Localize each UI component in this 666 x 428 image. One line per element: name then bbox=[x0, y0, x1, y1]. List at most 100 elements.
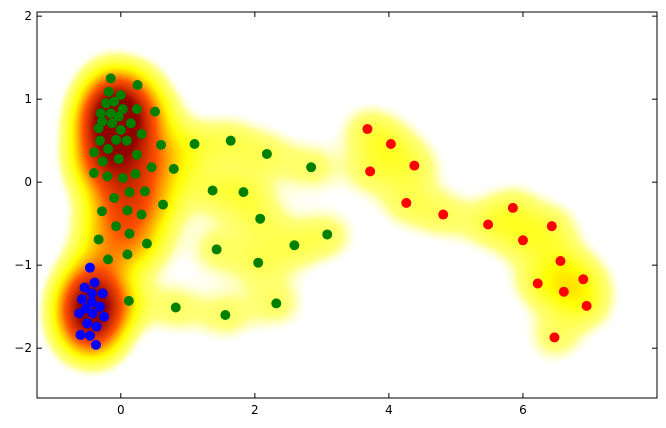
y-tick-label: −1 bbox=[14, 258, 32, 272]
data-point bbox=[365, 166, 376, 177]
data-point bbox=[117, 173, 128, 184]
x-tick-label: 0 bbox=[117, 403, 125, 417]
data-point bbox=[271, 298, 282, 309]
data-point bbox=[87, 308, 98, 319]
data-point bbox=[107, 118, 118, 129]
data-point bbox=[111, 221, 122, 232]
data-point bbox=[409, 160, 420, 171]
data-point bbox=[517, 235, 528, 246]
data-point bbox=[76, 294, 87, 305]
data-point bbox=[122, 249, 133, 260]
data-point bbox=[207, 185, 218, 196]
data-point bbox=[109, 192, 120, 203]
data-point bbox=[88, 147, 99, 158]
plot-frame bbox=[36, 11, 658, 399]
y-tick-label: −2 bbox=[14, 341, 32, 355]
data-point bbox=[132, 80, 143, 91]
data-point bbox=[255, 213, 266, 224]
data-point bbox=[136, 209, 147, 220]
data-point bbox=[483, 219, 494, 230]
data-point bbox=[124, 228, 135, 239]
data-point bbox=[253, 257, 264, 268]
data-point bbox=[74, 308, 85, 319]
points-layer bbox=[74, 73, 592, 350]
data-point bbox=[93, 123, 104, 134]
data-point bbox=[306, 162, 317, 173]
data-point bbox=[581, 300, 592, 311]
data-point bbox=[261, 148, 272, 159]
data-point bbox=[75, 329, 86, 340]
data-point bbox=[189, 138, 200, 149]
x-tick-label: 2 bbox=[251, 403, 259, 417]
data-point bbox=[102, 171, 113, 182]
data-point bbox=[109, 96, 120, 107]
axis-ticks: 0 2 4 6 −2 −1 0 1 2 bbox=[14, 9, 657, 417]
data-point bbox=[103, 254, 114, 265]
data-point bbox=[578, 274, 589, 285]
data-point bbox=[136, 129, 147, 140]
data-point bbox=[156, 139, 166, 150]
data-point bbox=[103, 86, 114, 97]
data-point bbox=[91, 321, 102, 332]
data-point bbox=[121, 135, 132, 146]
data-point bbox=[130, 168, 141, 179]
data-point bbox=[84, 262, 95, 273]
data-point bbox=[546, 221, 557, 232]
data-point bbox=[131, 149, 142, 160]
y-tick-label: 2 bbox=[24, 9, 32, 23]
data-point bbox=[88, 168, 99, 179]
data-point bbox=[139, 186, 150, 197]
data-point bbox=[322, 229, 333, 240]
data-point bbox=[84, 330, 95, 341]
data-point bbox=[168, 163, 179, 174]
data-point bbox=[97, 156, 108, 167]
data-point bbox=[82, 318, 93, 329]
data-point bbox=[238, 187, 249, 198]
data-point bbox=[532, 278, 543, 289]
data-point bbox=[93, 234, 104, 245]
data-point bbox=[141, 238, 152, 249]
data-point bbox=[123, 295, 134, 306]
data-point bbox=[170, 302, 181, 313]
data-point bbox=[103, 143, 114, 154]
data-point bbox=[146, 162, 157, 173]
data-point bbox=[113, 153, 124, 164]
data-point bbox=[438, 209, 449, 220]
data-point bbox=[124, 187, 135, 198]
y-tick-label: 1 bbox=[24, 92, 32, 106]
data-point bbox=[117, 104, 128, 115]
data-point bbox=[99, 311, 110, 322]
data-point bbox=[362, 124, 373, 135]
data-point bbox=[507, 202, 518, 213]
data-point bbox=[95, 108, 106, 119]
y-tick-label: 0 bbox=[24, 175, 32, 189]
data-point bbox=[122, 205, 133, 216]
data-point bbox=[101, 98, 112, 109]
data-point bbox=[220, 309, 231, 320]
x-tick-label: 4 bbox=[385, 403, 393, 417]
data-point bbox=[89, 277, 100, 288]
data-point bbox=[211, 244, 222, 255]
data-point bbox=[125, 118, 136, 129]
data-point bbox=[79, 282, 90, 293]
x-tick-label: 6 bbox=[519, 403, 527, 417]
data-point bbox=[115, 90, 126, 101]
data-point bbox=[149, 106, 160, 117]
data-point bbox=[105, 108, 116, 119]
data-point bbox=[558, 286, 569, 297]
data-point bbox=[131, 104, 142, 115]
data-point bbox=[555, 256, 566, 267]
data-point bbox=[115, 124, 126, 135]
data-point bbox=[111, 134, 122, 145]
data-point bbox=[95, 135, 106, 146]
data-point bbox=[289, 240, 300, 251]
data-point bbox=[97, 288, 108, 299]
data-point bbox=[90, 339, 101, 350]
data-point bbox=[225, 135, 236, 146]
data-point bbox=[105, 73, 116, 84]
data-point bbox=[385, 138, 396, 149]
data-point bbox=[95, 301, 106, 312]
data-point bbox=[86, 288, 97, 299]
data-point bbox=[158, 199, 169, 210]
